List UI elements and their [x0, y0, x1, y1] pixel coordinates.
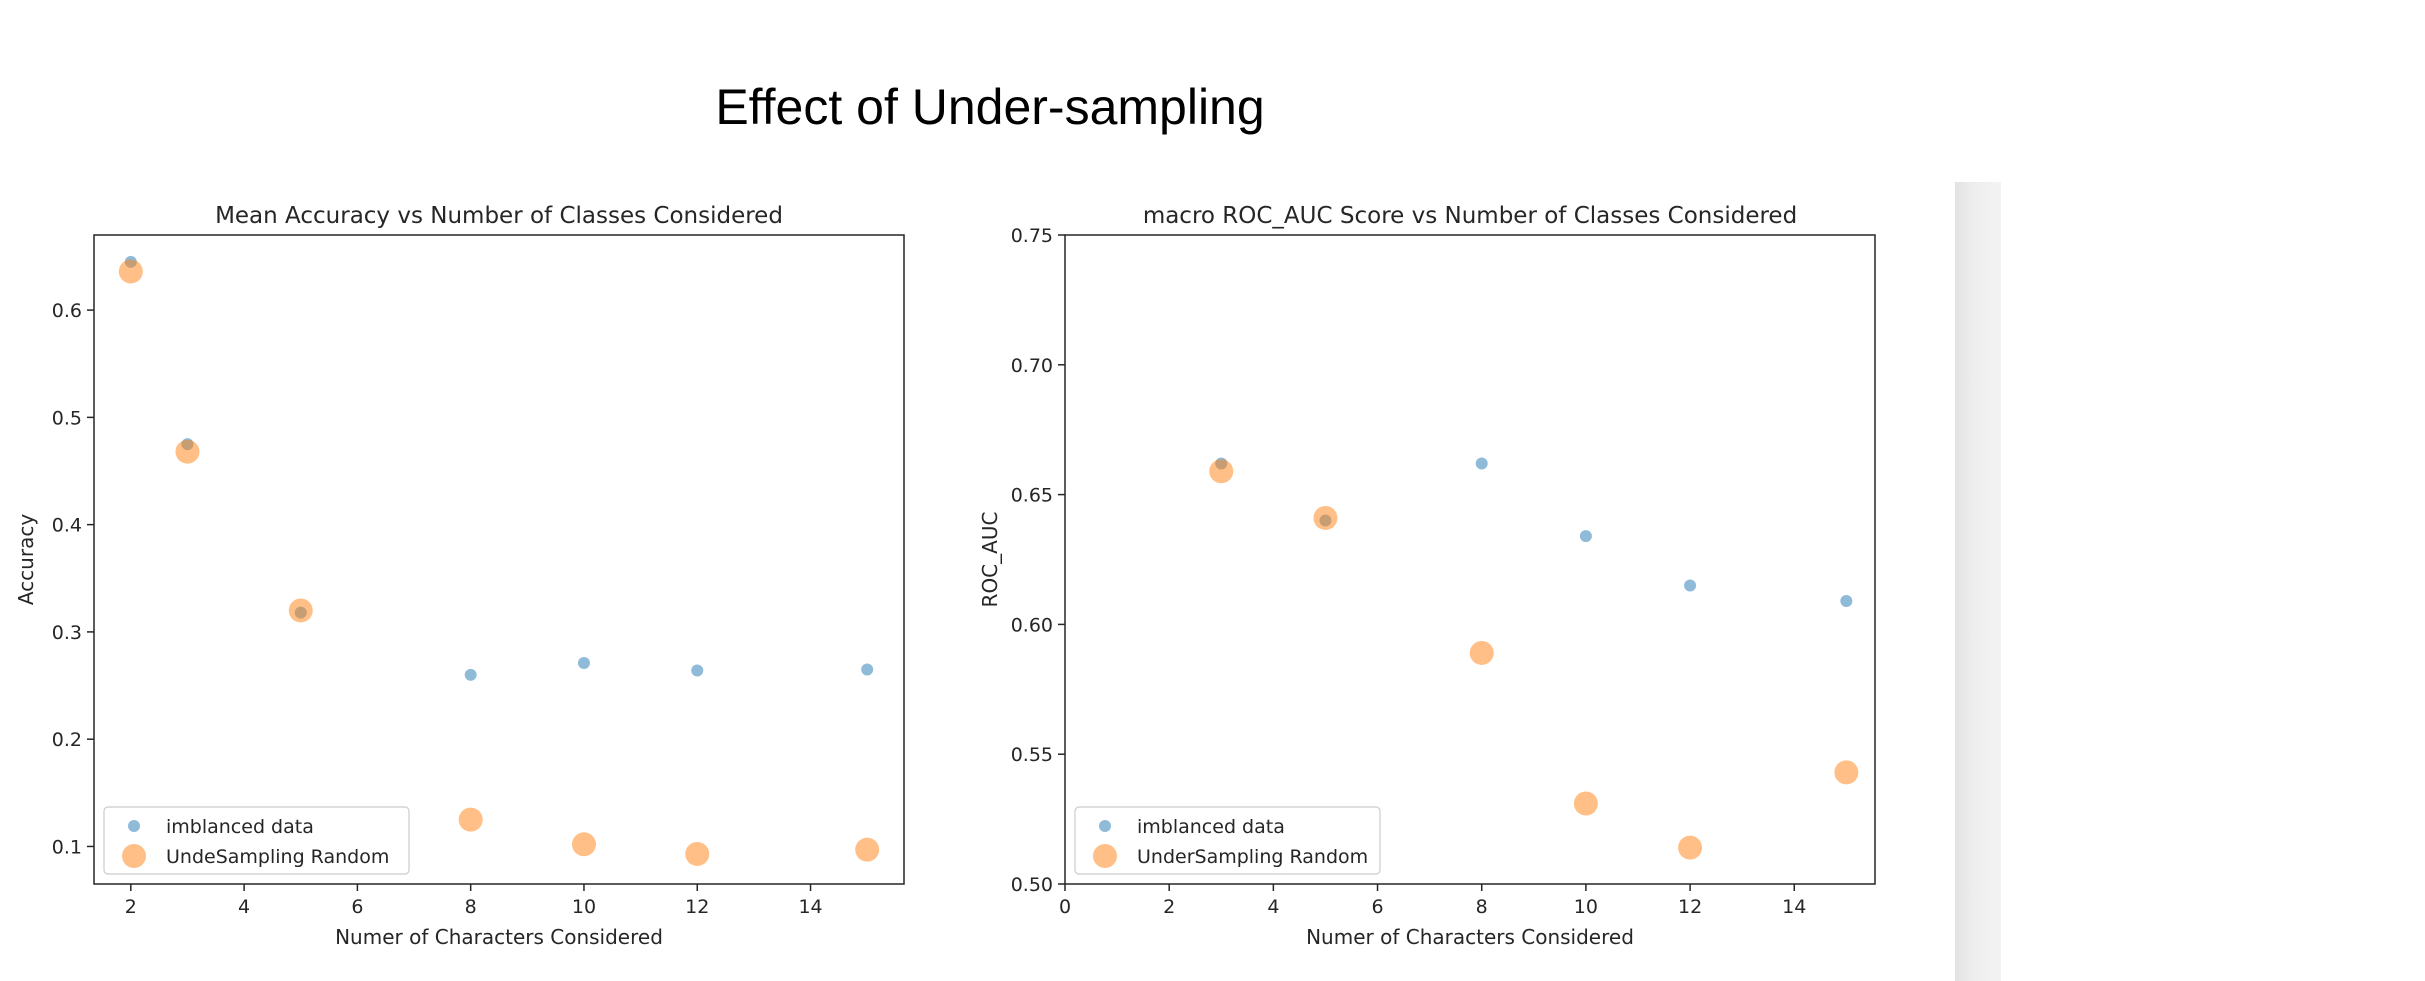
- x-tick-label: 4: [238, 896, 250, 918]
- x-tick-label: 2: [1163, 896, 1175, 918]
- undersampled-point: [1678, 835, 1703, 860]
- y-tick-label: 0.3: [52, 622, 82, 644]
- undersampled-point: [685, 841, 710, 866]
- undersampled-point: [571, 832, 596, 857]
- vertical-scrollbar[interactable]: [1955, 182, 2001, 981]
- legend-box: [103, 806, 410, 875]
- legend-marker: [128, 820, 140, 832]
- y-tick-label: 0.65: [1011, 485, 1053, 507]
- undersampled-point: [1573, 791, 1598, 816]
- x-tick-label: 8: [1476, 896, 1488, 918]
- imbalanced-point: [861, 663, 874, 676]
- y-tick-label: 0.5: [52, 407, 82, 429]
- legend-box: [1074, 806, 1381, 875]
- imbalanced-point: [1475, 457, 1488, 470]
- imbalanced-point: [1684, 579, 1697, 592]
- legend-label: imblanced data: [1137, 816, 1285, 838]
- y-tick-label: 0.1: [52, 836, 82, 858]
- x-axis-label: Numer of Characters Considered: [335, 925, 663, 949]
- chart-panel-1: Mean Accuracy vs Number of Classes Consi…: [14, 203, 905, 949]
- chart-title: Mean Accuracy vs Number of Classes Consi…: [215, 203, 783, 229]
- plot-frame: [1064, 234, 1876, 885]
- imbalanced-point: [464, 668, 477, 681]
- y-tick-label: 0.2: [52, 729, 82, 751]
- x-tick-label: 12: [1678, 896, 1702, 918]
- slide-title: Effect of Under-sampling: [715, 79, 1265, 135]
- x-tick-label: 6: [1371, 896, 1383, 918]
- x-tick-label: 6: [351, 896, 363, 918]
- x-tick-label: 10: [572, 896, 596, 918]
- x-tick-label: 12: [685, 896, 709, 918]
- plot-frame: [93, 234, 905, 885]
- y-tick-label: 0.50: [1011, 874, 1053, 896]
- y-tick-label: 0.75: [1011, 225, 1053, 247]
- undersampled-point: [175, 439, 200, 464]
- imbalanced-point: [1840, 595, 1853, 608]
- y-tick-label: 0.55: [1011, 744, 1053, 766]
- undersampled-point: [1209, 459, 1234, 484]
- imbalanced-point: [1579, 530, 1592, 543]
- undersampled-point: [1834, 760, 1859, 785]
- y-axis-label: ROC_AUC: [978, 512, 1002, 608]
- x-tick-label: 14: [1782, 896, 1806, 918]
- imbalanced-point: [691, 664, 704, 677]
- x-axis-label: Numer of Characters Considered: [1306, 925, 1634, 949]
- chart-panel-2: macro ROC_AUC Score vs Number of Classes…: [978, 203, 1876, 949]
- legend-marker: [1099, 820, 1111, 832]
- y-tick-label: 0.4: [52, 515, 82, 537]
- y-tick-label: 0.70: [1011, 355, 1053, 377]
- undersampled-point: [288, 598, 313, 623]
- undersampled-point: [855, 837, 880, 862]
- x-tick-label: 10: [1574, 896, 1598, 918]
- imbalanced-point: [577, 657, 590, 670]
- y-axis-label: Accuracy: [14, 514, 38, 605]
- chart-title: macro ROC_AUC Score vs Number of Classes…: [1143, 203, 1797, 229]
- y-tick-label: 0.60: [1011, 614, 1053, 636]
- legend-label: imblanced data: [166, 816, 314, 838]
- x-tick-label: 0: [1059, 896, 1071, 918]
- undersampled-point: [1469, 640, 1494, 665]
- x-tick-label: 8: [465, 896, 477, 918]
- legend-marker: [1093, 844, 1117, 868]
- y-tick-label: 0.6: [52, 300, 82, 322]
- x-tick-label: 14: [798, 896, 822, 918]
- undersampled-point: [458, 807, 483, 832]
- legend-marker: [122, 844, 146, 868]
- legend-label: UndeSampling Random: [166, 846, 389, 868]
- legend-label: UnderSampling Random: [1137, 846, 1368, 868]
- undersampled-point: [118, 259, 143, 284]
- x-tick-label: 4: [1267, 896, 1279, 918]
- undersampled-point: [1313, 505, 1338, 530]
- x-tick-label: 2: [125, 896, 137, 918]
